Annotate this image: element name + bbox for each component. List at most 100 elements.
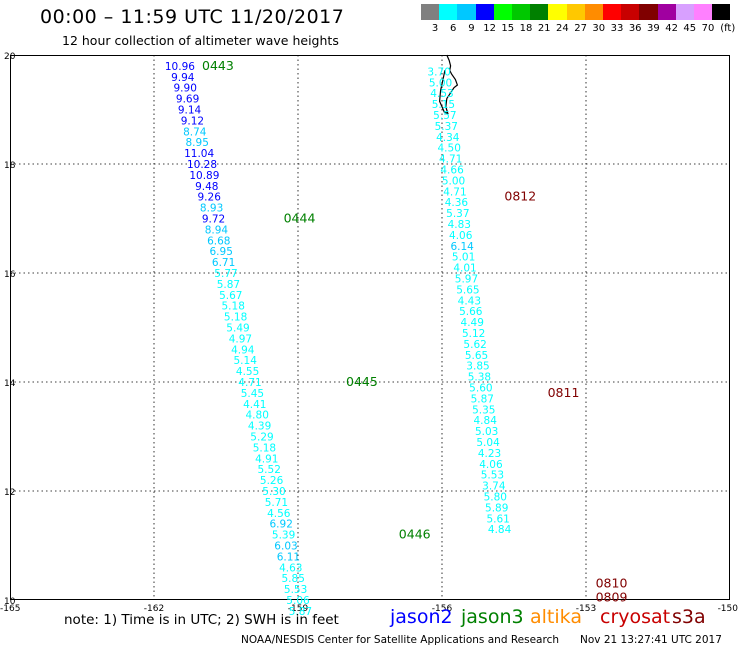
wave-height-value: 9.72 (202, 214, 225, 226)
wave-height-value: 4.63 (279, 562, 302, 574)
coastline-hawaii (438, 54, 459, 115)
wave-height-value: 5.87 (289, 606, 312, 618)
wave-height-value: 5.53 (481, 470, 504, 482)
wave-height-value: 5.80 (484, 491, 507, 503)
wave-height-value: 6.68 (207, 235, 230, 247)
pass-time-label: 0811 (548, 385, 580, 400)
wave-height-value: 5.00 (429, 77, 452, 89)
wave-height-value: 6.03 (274, 541, 297, 553)
wave-height-value: 5.49 (226, 323, 249, 335)
wave-height-value: 5.38 (468, 372, 491, 384)
wave-height-value: 5.30 (262, 486, 285, 498)
scale-label: 18 (519, 23, 533, 34)
map-frame (10, 55, 730, 600)
wave-height-value: 4.84 (488, 524, 512, 536)
wave-height-value: 9.48 (195, 181, 218, 193)
scale-label: 27 (574, 23, 587, 34)
wave-height-value: 5.65 (456, 284, 479, 296)
wave-height-value: 5.06 (286, 595, 310, 607)
wave-height-value: 6.11 (277, 551, 300, 563)
wave-height-value: 5.87 (471, 393, 494, 405)
wave-height-value: 5.57 (433, 110, 456, 122)
wave-height-value: 5.61 (486, 513, 509, 525)
mission-cryosat: cryosat (600, 606, 671, 628)
wave-height-value: 5.18 (253, 442, 276, 454)
wave-height-value: 5.45 (241, 388, 264, 400)
lon-tick-label: -162 (144, 604, 164, 614)
scale-label: 33 (610, 23, 624, 34)
wave-height-value: 4.43 (458, 295, 481, 307)
wave-height-value: 4.06 (479, 459, 503, 471)
note-text: note: 1) Time is in UTC; 2) SWH is in fe… (64, 612, 339, 628)
mission-jason2: jason2 (390, 606, 453, 628)
scale-label: 39 (647, 23, 660, 34)
wave-height-value: 5.14 (234, 355, 258, 367)
pass-time-label: 0443 (202, 58, 234, 73)
wave-height-value: 6.95 (210, 246, 233, 258)
wave-height-value: 4.36 (445, 197, 469, 209)
wave-height-value: 5.00 (442, 175, 465, 187)
wave-height-value: 11.04 (184, 148, 214, 160)
pass-time-label: 0810 (596, 576, 628, 591)
wave-height-value: 4.91 (255, 453, 278, 465)
wave-height-value: 4.71 (238, 377, 261, 389)
wave-height-value: 8.95 (186, 137, 209, 149)
scale-swatch (512, 4, 531, 20)
lon-tick-label: -159 (288, 604, 309, 614)
wave-height-value: 4.55 (236, 366, 259, 378)
lat-tick-label: 16 (4, 270, 16, 280)
wave-height-value: 5.15 (432, 99, 455, 111)
scale-swatch (584, 4, 603, 20)
wave-height-value: 5.39 (272, 530, 295, 542)
credit-text: NOAA/NESDIS Center for Satellite Applica… (241, 634, 559, 646)
wave-height-value: 9.14 (178, 105, 202, 117)
wave-height-value: 9.26 (198, 192, 222, 204)
wave-height-value: 5.65 (465, 350, 488, 362)
wave-height-value: 4.01 (453, 263, 476, 275)
wave-height-value: 8.94 (205, 224, 229, 236)
lat-tick-label: 14 (4, 379, 16, 389)
wave-height-value: 8.74 (183, 126, 207, 138)
wave-height-value: 5.37 (446, 208, 469, 220)
scale-label: 30 (592, 23, 606, 34)
scale-unit: (ft) (720, 23, 736, 34)
wave-height-value: 5.29 (250, 432, 273, 444)
wave-height-value: 4.06 (449, 230, 473, 242)
wave-height-value: 4.50 (438, 143, 461, 155)
wave-height-value: 9.94 (171, 72, 195, 84)
scale-label: 36 (628, 23, 642, 34)
lat-tick-label: 12 (4, 488, 15, 498)
scale-label: 12 (483, 23, 496, 34)
wave-height-value: 4.97 (229, 333, 252, 345)
pass-time-label: 0446 (399, 527, 431, 542)
scale-swatch (475, 4, 494, 20)
wave-height-value: 5.03 (475, 426, 498, 438)
scale-swatch (548, 4, 567, 20)
wave-height-value: 5.89 (485, 502, 508, 514)
wave-height-value: 4.56 (267, 508, 291, 520)
wave-height-value: 9.12 (181, 115, 204, 127)
scale-swatch (530, 4, 549, 20)
wave-height-value: 6.71 (212, 257, 235, 269)
wave-height-value: 4.71 (439, 154, 462, 166)
scale-label: 42 (665, 23, 678, 34)
generated-timestamp: Nov 21 13:27:41 UTC 2017 (580, 634, 722, 646)
wave-height-value: 5.18 (224, 312, 247, 324)
scale-swatch (621, 4, 640, 20)
scale-swatch (712, 4, 731, 20)
scale-label: 45 (683, 23, 697, 34)
map-subtitle: 12 hour collection of altimeter wave hei… (62, 33, 339, 48)
wave-height-value: 4.83 (448, 219, 471, 231)
wave-height-value: 3.85 (466, 361, 489, 373)
wave-height-value: 6.14 (450, 241, 474, 253)
lon-tick-label: -153 (576, 604, 596, 614)
wave-height-value: 5.53 (284, 584, 307, 596)
wave-height-value: 5.97 (455, 273, 478, 285)
wave-height-value: 5.18 (222, 301, 245, 313)
lon-tick-label: -150 (718, 604, 739, 614)
scale-swatch (457, 4, 476, 20)
lat-tick-label: 10 (4, 597, 16, 607)
wave-height-value: 5.26 (260, 475, 284, 487)
scale-label: 21 (537, 23, 551, 34)
wave-height-value: 4.49 (461, 317, 484, 329)
